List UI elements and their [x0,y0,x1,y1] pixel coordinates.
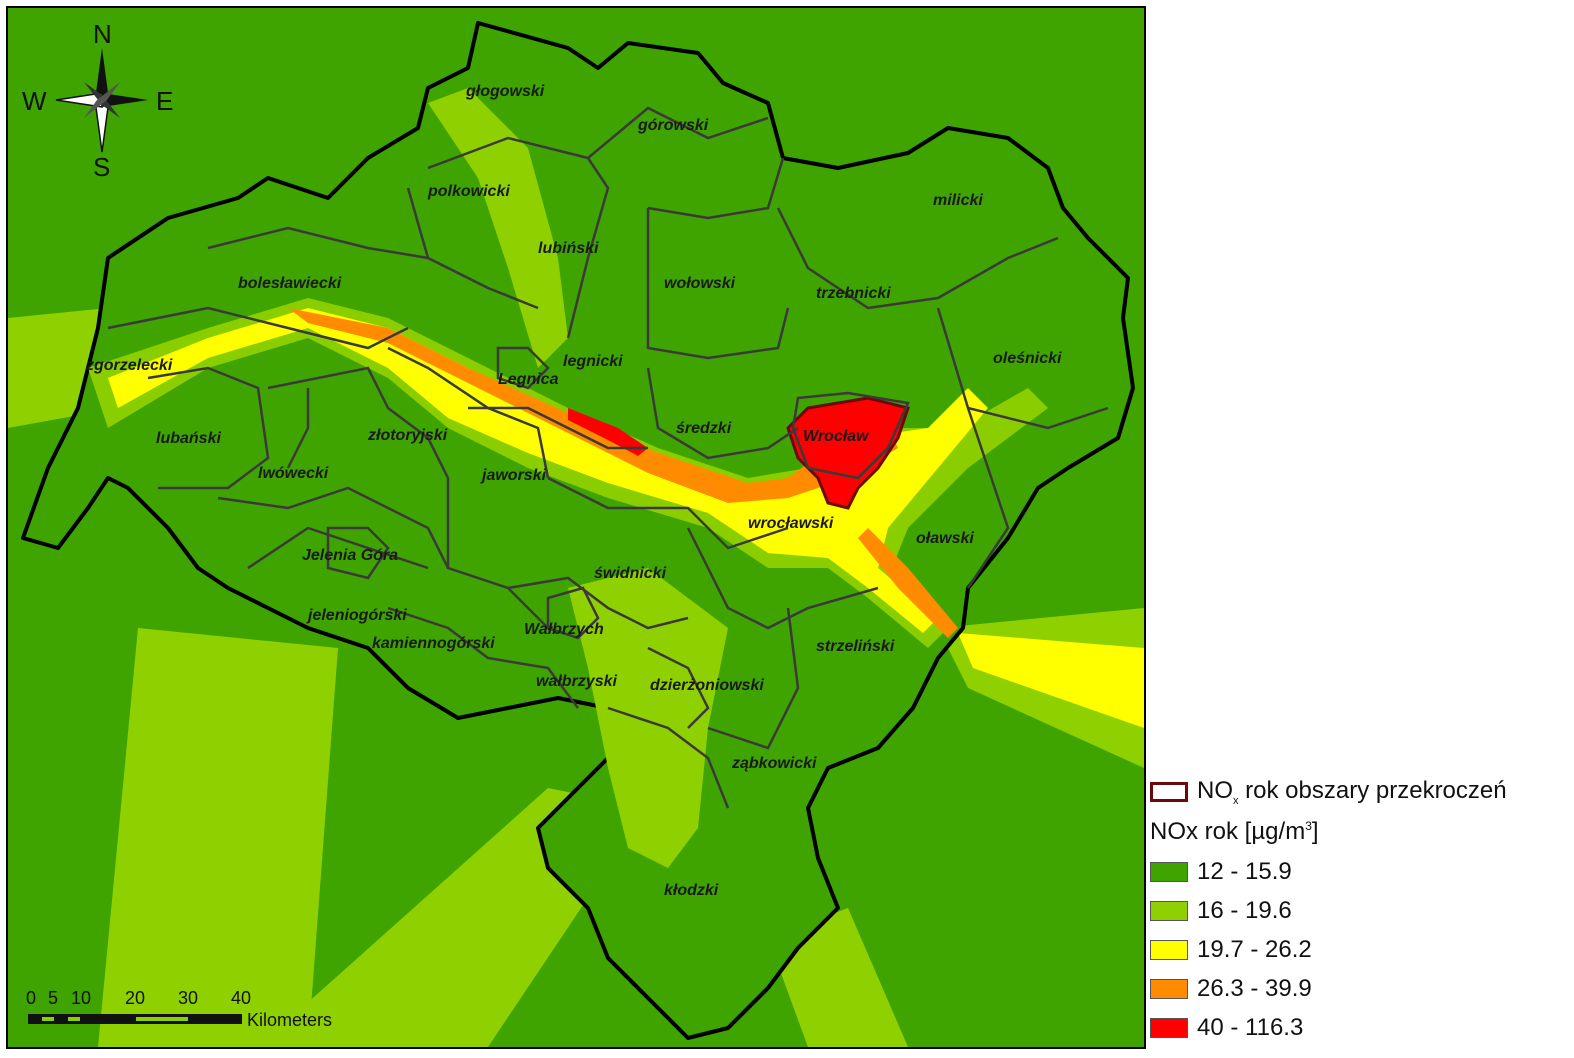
compass-east-point [102,93,148,107]
county-label: lubański [156,430,221,447]
scale-bar-seg2 [68,1017,80,1021]
scale-bar-seg3 [136,1017,188,1021]
county-label: Wałbrzych [524,621,604,638]
scale-unit-label: Kilometers [247,1010,332,1030]
scale-tick-40: 40 [231,988,251,1008]
county-borders [107,106,1109,809]
county-labels: głogowski górowski polkowicki milicki lubińs… [85,83,1062,899]
legend-swatch-1 [1150,862,1188,882]
legend-class-4: 26.3 - 39.9 [1150,973,1312,1005]
scale-bar-seg1 [42,1017,54,1021]
county-label: wołowski [664,275,736,292]
map-canvas: głogowski górowski polkowicki milicki lubińs… [8,19,1144,1047]
county-label: Wrocław [803,428,870,445]
legend-title-prefix: NOx rok [µg/m [1150,818,1306,845]
legend-exceedance-sub: x [1233,794,1239,807]
legend-label-1: 12 - 15.9 [1197,858,1292,885]
background-plume-west [98,628,338,1047]
exceedance-outline-wroclaw [786,396,910,510]
compass-label-n: N [93,19,112,49]
legend-title-text: NOx rok [µg/m3] [1150,818,1319,846]
scale-bar-base [28,1014,242,1024]
county-label: lubiński [538,240,599,257]
pollution-band-north [428,88,568,368]
pollution-core-wroclaw [788,398,908,508]
legend-swatch-4 [1150,979,1188,999]
legend: NOx rok obszary przekroczeń NOx rok [µg/… [1150,776,1570,1056]
scale-tick-10: 10 [71,988,91,1008]
county-label: średzki [676,420,732,437]
compass-label-e: E [156,86,173,116]
scale-tick-5: 5 [48,988,58,1008]
legend-title-sup: 3 [1305,819,1312,833]
county-label: trzebnicki [816,285,891,302]
pollution-band-light [88,298,1048,648]
county-label: wałbrzyski [536,673,617,690]
county-label: wrocławski [748,515,834,532]
legend-title: NOx rok [µg/m3] [1150,816,1319,848]
voivodeship-outline [21,21,1135,1040]
county-label: kłodzki [664,882,719,899]
pollution-band-yellow [108,308,988,633]
legend-class-3: 19.7 - 26.2 [1150,934,1312,966]
county-label: lwówecki [258,465,329,482]
compass-label-w: W [22,86,47,116]
legend-exceedance-swatch [1150,782,1188,802]
legend-exceedance-suffix: rok obszary przekroczeń [1238,777,1507,805]
county-label: głogowski [465,83,545,100]
scale-bar: 0 5 10 20 30 40 Kilometers [26,988,332,1030]
legend-class-1: 12 - 15.9 [1150,856,1292,888]
county-label: ząbkowicki [731,755,817,772]
legend-title-suffix: ] [1311,818,1319,845]
legend-class-5: 40 - 116.3 [1150,1012,1303,1044]
pollution-core-road [568,408,648,456]
county-label: polkowicki [427,183,510,200]
legend-label-2: 16 - 19.6 [1197,897,1292,924]
county-label: dzierżoniowski [650,677,764,694]
county-label: Legnica [498,371,559,388]
pollution-band-south [568,568,728,868]
county-label: strzeliński [816,638,895,655]
county-label: górowski [637,117,709,134]
county-label: bolesławiecki [238,275,342,292]
legend-label-3: 19.7 - 26.2 [1197,936,1312,963]
county-label: legnicki [563,353,623,370]
legend-class-2: 16 - 19.6 [1150,895,1292,927]
county-label: oławski [916,530,974,547]
county-label: Jelenia Góra [302,547,398,564]
compass-label-s: S [93,152,110,182]
pollution-band-orange-se [858,528,958,638]
county-label: zgorzelecki [85,357,173,374]
county-label: kamiennogórski [372,635,495,652]
county-label: świdnicki [594,565,667,582]
compass-north-point [95,48,109,100]
county-label: milicki [933,192,983,209]
legend-exceedance-label: NOx rok obszary przekroczeń [1197,777,1507,807]
north-arrow-compass: N S E W [22,19,173,182]
county-label: jaworski [480,467,547,484]
scale-tick-30: 30 [178,988,198,1008]
compass-diag2 [84,82,120,118]
scale-tick-20: 20 [125,988,145,1008]
legend-swatch-5 [1150,1018,1188,1038]
background-plume-east-core [958,633,1144,728]
pollution-band-orange [288,308,898,503]
legend-label-5: 40 - 116.3 [1197,1014,1304,1041]
legend-swatch-3 [1150,940,1188,960]
legend-label-4: 26.3 - 39.9 [1197,975,1312,1002]
legend-swatch-2 [1150,901,1188,921]
legend-exceedance-row: NOx rok obszary przekroczeń [1150,776,1507,808]
scale-tick-0: 0 [26,988,36,1008]
legend-exceedance-prefix: NO [1197,777,1233,805]
county-label: złotoryjski [367,427,448,444]
map-frame: głogowski górowski polkowicki milicki lubińs… [6,6,1146,1049]
county-label: jeleniogórski [306,607,407,624]
county-label: oleśnicki [993,350,1062,367]
